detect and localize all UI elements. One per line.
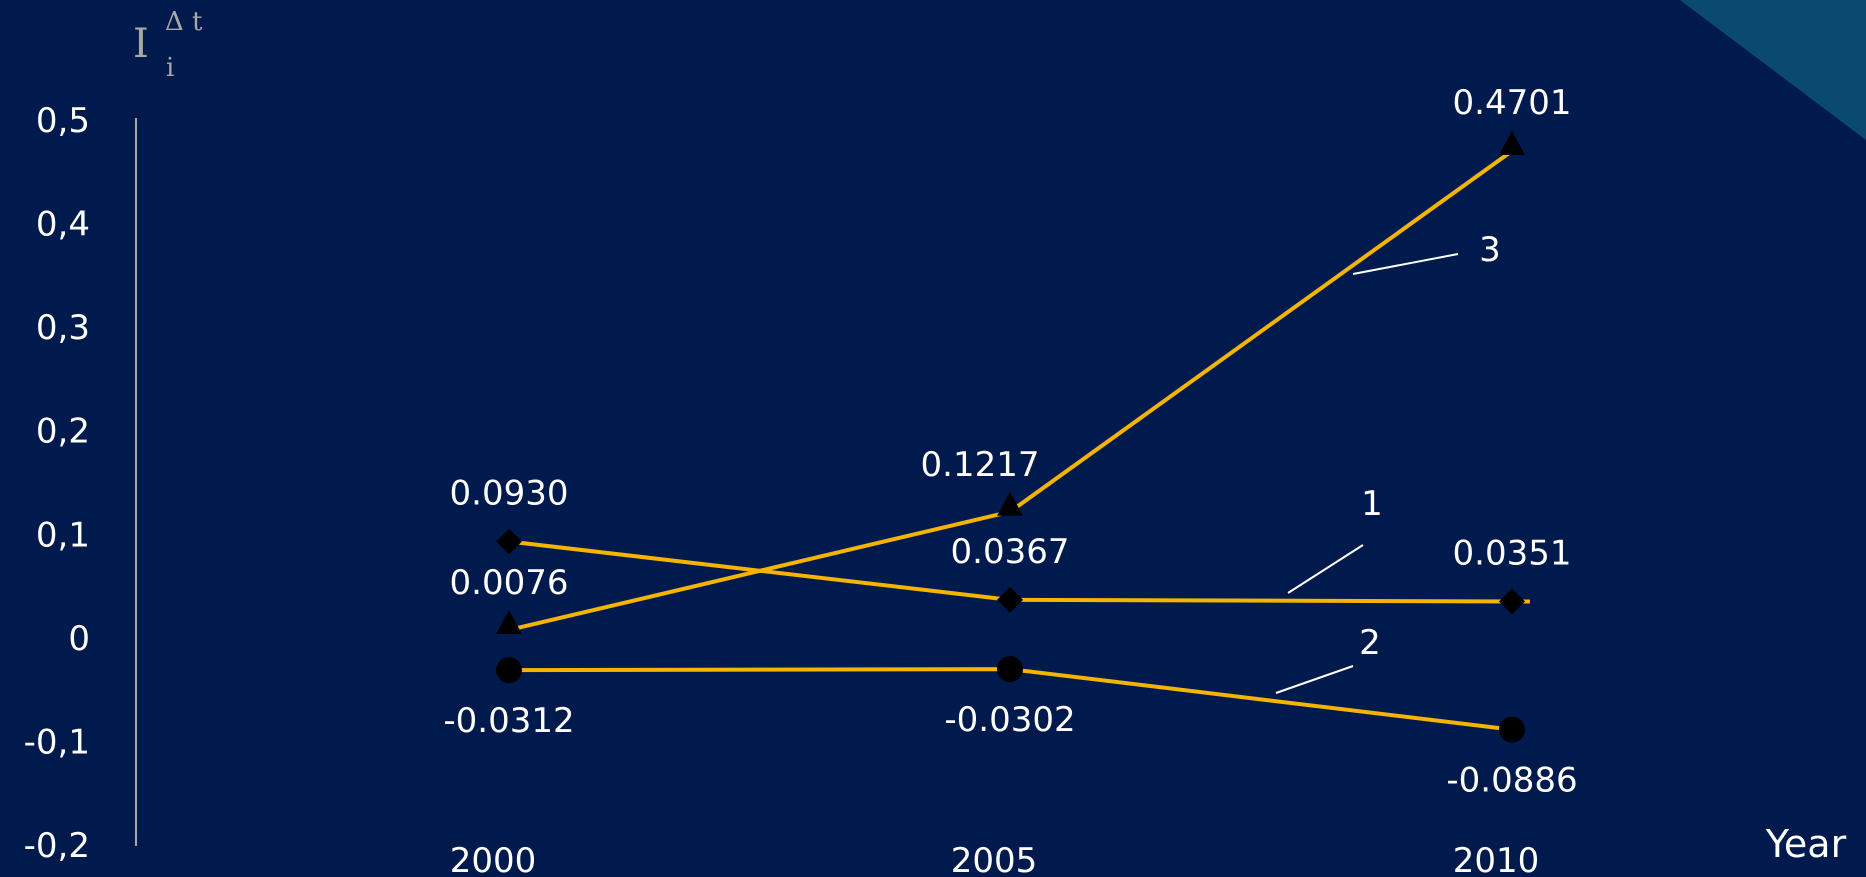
corner-accent bbox=[1680, 0, 1866, 140]
series-3-name-label: 3 bbox=[1479, 230, 1501, 270]
series-1-data-label: 0.0351 bbox=[1453, 534, 1572, 574]
series-3-leader-line bbox=[1352, 253, 1459, 275]
y-axis-label-main: I bbox=[133, 21, 149, 67]
y-axis-ticks: -0,2 -0,1 0 0,1 0,2 0,3 0,4 0,5 bbox=[24, 101, 90, 866]
y-tick-label: 0,2 bbox=[36, 412, 90, 452]
y-tick-label: -0,2 bbox=[24, 826, 90, 866]
series-2-data-label: -0.0312 bbox=[443, 701, 574, 741]
series-2-data-label: -0.0886 bbox=[1446, 761, 1577, 801]
series-3-data-label: 0.1217 bbox=[921, 445, 1040, 485]
series-3-data-label: 0.0076 bbox=[450, 563, 569, 603]
y-tick-label: 0,3 bbox=[36, 308, 90, 348]
series-2-leader-line bbox=[1275, 665, 1354, 694]
series-callouts: 1 2 3 bbox=[1275, 230, 1501, 694]
series-1-leader-line bbox=[1287, 544, 1364, 594]
series-markers bbox=[496, 130, 1525, 743]
series-3-point bbox=[1499, 130, 1525, 155]
series-2-point bbox=[1499, 716, 1525, 743]
x-tick-label: 2000 bbox=[450, 841, 537, 877]
series-1-data-label: 0.0930 bbox=[450, 474, 569, 514]
series-1-name-label: 1 bbox=[1361, 484, 1383, 524]
series-1-point bbox=[496, 528, 522, 555]
y-axis-label: I Δ t i bbox=[133, 7, 203, 83]
series-2-data-label: -0.0302 bbox=[944, 700, 1075, 740]
y-tick-label: -0,1 bbox=[24, 722, 90, 762]
series-2-point bbox=[997, 656, 1023, 683]
series-3-point bbox=[997, 491, 1023, 516]
series-3-point bbox=[496, 609, 522, 634]
series-1-data-label: 0.0367 bbox=[951, 532, 1070, 572]
y-tick-label: 0,4 bbox=[36, 205, 90, 245]
x-axis-ticks: 2000 2005 2010 bbox=[450, 841, 1540, 877]
series-2-name-label: 2 bbox=[1359, 623, 1381, 663]
x-tick-label: 2005 bbox=[951, 841, 1038, 877]
series-1-point bbox=[997, 586, 1023, 613]
y-tick-label: 0 bbox=[68, 619, 90, 659]
y-axis-label-superscript: Δ t bbox=[165, 7, 203, 37]
series-1-point bbox=[1499, 588, 1525, 615]
series-3-data-label: 0.4701 bbox=[1453, 83, 1572, 123]
y-tick-label: 0,5 bbox=[36, 101, 90, 141]
series-2-point bbox=[496, 657, 522, 684]
x-axis-label: Year bbox=[1765, 822, 1847, 866]
data-labels: 0.0930 0.0367 0.0351 -0.0312 -0.0302 -0.0886 0… bbox=[443, 83, 1577, 801]
y-tick-label: 0,1 bbox=[36, 515, 90, 555]
x-tick-label: 2010 bbox=[1453, 841, 1540, 877]
y-axis-label-subscript: i bbox=[166, 53, 174, 83]
